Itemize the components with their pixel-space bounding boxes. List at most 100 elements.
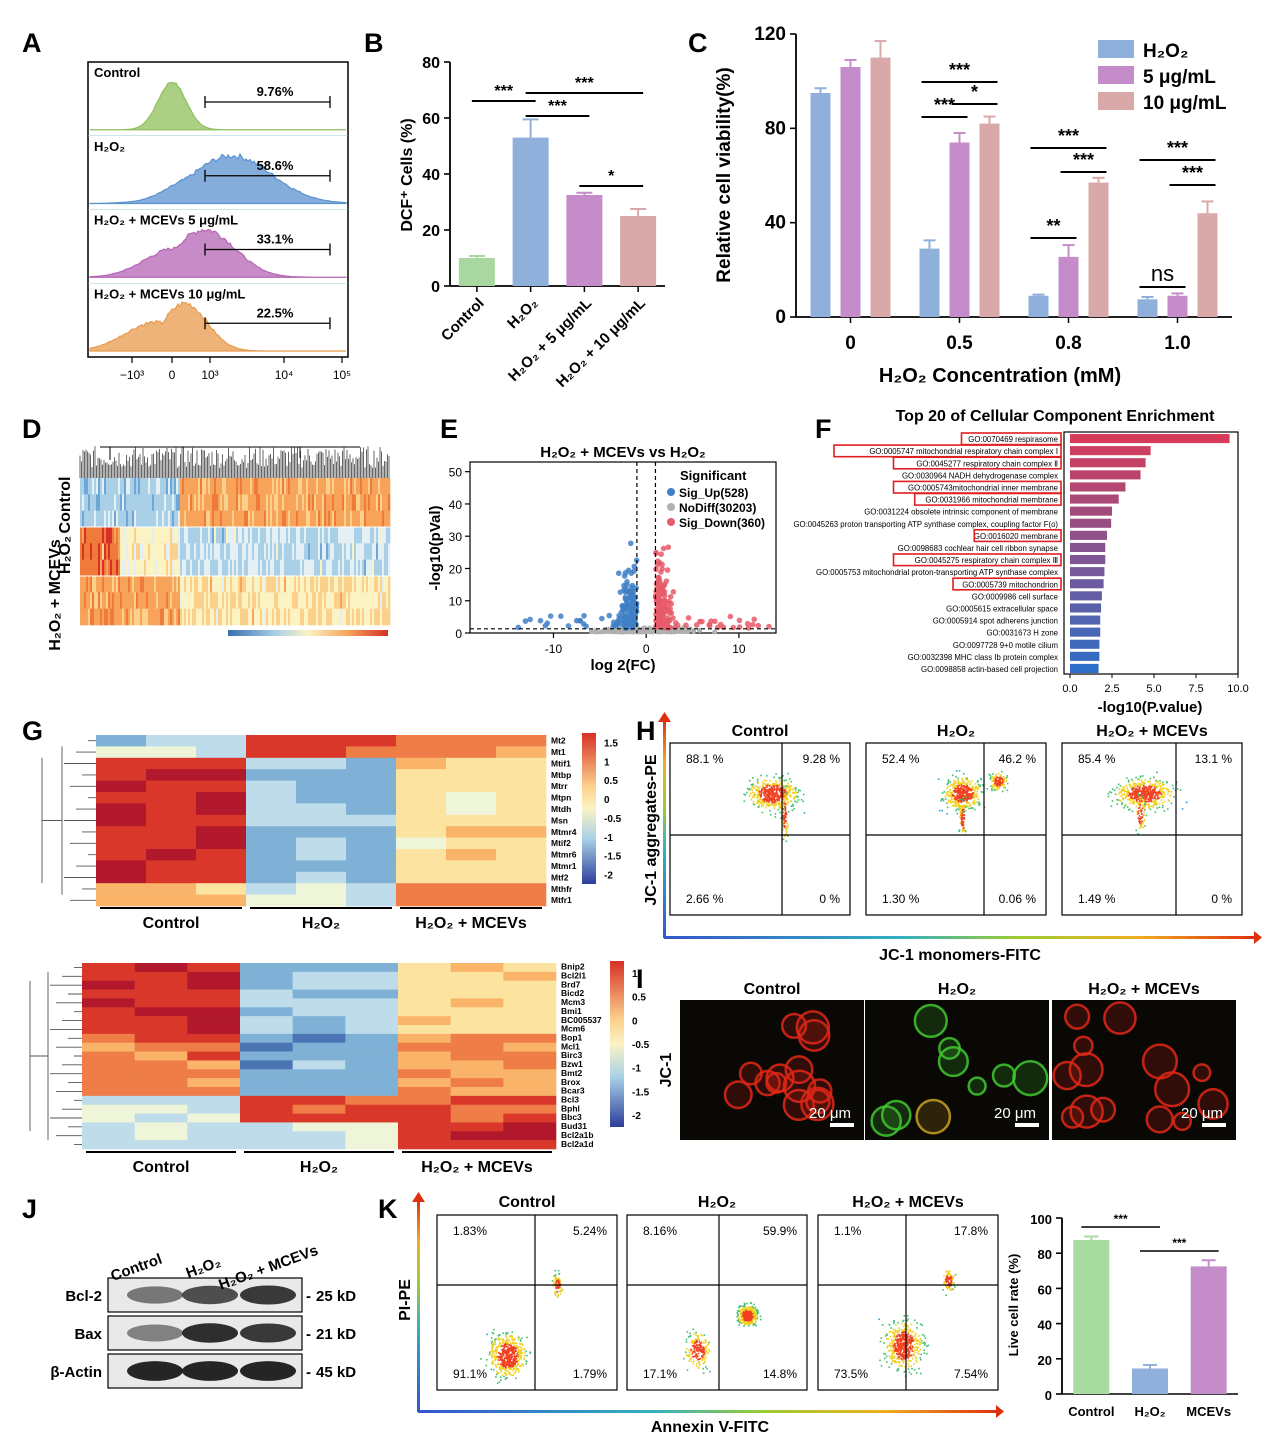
heatmap-cell <box>164 494 167 511</box>
heatmap-cell <box>342 559 345 577</box>
event-dot <box>1146 792 1148 795</box>
heatmap-cell <box>128 543 131 560</box>
heatmap-cell <box>240 1095 293 1106</box>
event-dot <box>1130 796 1132 799</box>
heatmap-cell <box>128 559 131 577</box>
event-dot <box>769 813 772 816</box>
heatmap-cell <box>396 837 447 850</box>
heatmap-cell <box>124 559 127 577</box>
event-dot <box>770 794 773 796</box>
heatmap-cell <box>120 527 123 544</box>
heatmap-cell <box>354 494 357 511</box>
heatmap-cell <box>234 543 237 560</box>
event-dot <box>963 817 966 819</box>
event-dot <box>954 802 956 804</box>
heatmap-cell <box>214 608 217 626</box>
heatmap-cell <box>314 510 317 528</box>
heatmap-cell <box>346 769 397 781</box>
heatmap-cell <box>326 527 329 544</box>
legend-marker <box>667 488 675 496</box>
heatmap-cell <box>338 478 341 495</box>
heatmap-cell <box>182 478 185 495</box>
group-label: H₂O₂ <box>302 915 340 932</box>
heatmap-cell <box>168 494 171 511</box>
heatmap-cell <box>140 576 143 593</box>
heatmap-cell <box>374 510 377 528</box>
heatmap-cell <box>374 559 377 577</box>
event-dot <box>520 1356 523 1358</box>
event-dot <box>787 772 790 775</box>
heatmap-cell <box>396 792 447 804</box>
heatmap-cell <box>126 527 129 544</box>
heatmap-cell <box>192 527 195 544</box>
event-dot <box>787 782 790 785</box>
event-dot <box>1173 796 1175 798</box>
event-dot <box>1138 789 1141 792</box>
event-dot <box>966 789 968 791</box>
event-dot <box>1166 788 1168 790</box>
heatmap-cell <box>82 478 85 495</box>
heatmap-cell <box>276 494 279 511</box>
event-dot <box>800 798 803 801</box>
heatmap-cell <box>120 510 123 528</box>
event-dot <box>787 794 789 796</box>
row-label: Brox <box>561 1077 581 1087</box>
event-dot <box>966 799 968 802</box>
heatmap-cell <box>100 576 103 593</box>
event-dot <box>1166 781 1168 784</box>
event-dot <box>956 808 958 810</box>
heatmap-cell <box>182 510 185 528</box>
event-dot <box>1145 803 1148 806</box>
heatmap-cell <box>356 494 359 511</box>
heatmap-cell <box>218 592 221 609</box>
heatmap-cell <box>186 543 189 560</box>
heatmap-cell <box>274 510 277 528</box>
heatmap-cell <box>128 592 131 609</box>
heatmap-cell <box>250 559 253 577</box>
event-dot <box>1148 785 1150 788</box>
heatmap-cell <box>220 559 223 577</box>
heatmap-cell <box>240 1060 293 1070</box>
event-dot <box>1160 799 1163 802</box>
event-dot <box>974 786 976 788</box>
event-dot <box>514 1349 517 1352</box>
event-dot <box>506 1339 508 1341</box>
heatmap-cell <box>364 576 367 593</box>
event-dot <box>782 789 784 791</box>
event-dot <box>774 795 777 798</box>
heatmap-cell <box>298 608 301 626</box>
event-dot <box>1002 779 1004 782</box>
heatmap-cell <box>192 510 195 528</box>
event-dot <box>788 791 790 794</box>
heatmap-cell <box>144 510 147 528</box>
event-dot <box>518 1349 521 1352</box>
heatmap-cell <box>90 592 93 609</box>
event-dot <box>773 792 776 795</box>
event-dot <box>762 798 764 801</box>
event-dot <box>758 801 761 803</box>
event-dot <box>1156 771 1158 774</box>
heatmap-cell <box>286 592 289 609</box>
event-dot <box>515 1368 518 1371</box>
event-dot <box>1136 810 1138 813</box>
heatmap-cell <box>358 478 361 495</box>
heatmap-cell <box>382 527 385 544</box>
heatmap-cell <box>238 608 241 626</box>
event-dot <box>1161 795 1164 797</box>
heatmap-cell <box>372 494 375 511</box>
heatmap-cell <box>308 559 311 577</box>
heatmap-cell <box>152 543 155 560</box>
y-tick-label: 40 <box>765 213 786 234</box>
event-dot <box>552 1285 555 1287</box>
heatmap-cell <box>362 543 365 560</box>
event-dot <box>770 790 773 793</box>
heatmap-cell <box>328 543 331 560</box>
data-point <box>588 628 594 634</box>
heatmap-cell <box>82 608 85 626</box>
heatmap-cell <box>503 1007 557 1017</box>
event-dot <box>973 803 975 805</box>
x-tick-label: 1.0 <box>1164 333 1190 354</box>
heatmap-cell <box>344 510 347 528</box>
event-dot <box>506 1351 509 1353</box>
